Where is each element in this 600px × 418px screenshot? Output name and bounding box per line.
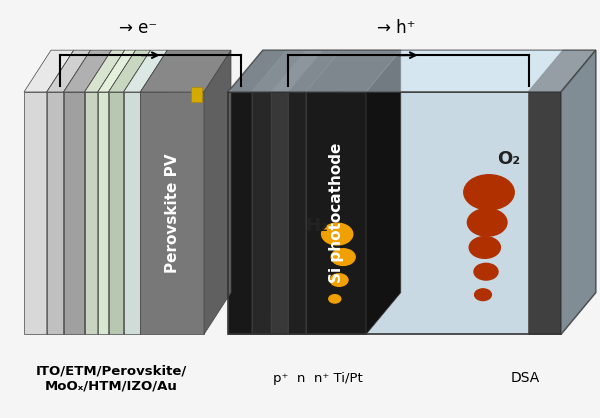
- Polygon shape: [288, 50, 323, 334]
- Text: DSA: DSA: [511, 371, 539, 385]
- Polygon shape: [109, 50, 136, 334]
- Polygon shape: [366, 50, 401, 334]
- Polygon shape: [47, 50, 91, 92]
- FancyBboxPatch shape: [191, 87, 202, 102]
- Polygon shape: [98, 50, 125, 334]
- Polygon shape: [252, 92, 271, 334]
- Circle shape: [331, 249, 355, 265]
- Circle shape: [475, 289, 491, 301]
- Text: Si photocathode: Si photocathode: [329, 143, 344, 283]
- Polygon shape: [271, 50, 306, 334]
- Polygon shape: [24, 92, 47, 334]
- Polygon shape: [528, 92, 561, 334]
- Polygon shape: [561, 50, 596, 334]
- Polygon shape: [528, 50, 596, 92]
- Polygon shape: [228, 50, 596, 92]
- Circle shape: [474, 263, 498, 280]
- Text: p⁺  n  n⁺ Ti/Pt: p⁺ n n⁺ Ti/Pt: [273, 372, 363, 385]
- Polygon shape: [271, 50, 323, 92]
- Circle shape: [322, 223, 353, 245]
- Circle shape: [469, 237, 500, 258]
- Polygon shape: [288, 92, 306, 334]
- Polygon shape: [140, 92, 204, 334]
- Polygon shape: [204, 50, 231, 334]
- Polygon shape: [47, 50, 74, 334]
- Polygon shape: [109, 50, 151, 92]
- Polygon shape: [228, 50, 287, 92]
- Polygon shape: [288, 50, 341, 92]
- Text: H₂: H₂: [305, 217, 328, 235]
- Polygon shape: [306, 92, 366, 334]
- Polygon shape: [252, 50, 306, 92]
- Polygon shape: [109, 92, 124, 334]
- Text: Perovskite PV: Perovskite PV: [164, 153, 180, 273]
- Text: O₂: O₂: [497, 150, 520, 168]
- Polygon shape: [98, 50, 136, 92]
- Polygon shape: [271, 92, 288, 334]
- Circle shape: [330, 274, 348, 286]
- Polygon shape: [24, 50, 74, 92]
- Polygon shape: [47, 92, 64, 334]
- Circle shape: [467, 209, 507, 236]
- Polygon shape: [228, 92, 252, 334]
- Polygon shape: [252, 50, 287, 334]
- Polygon shape: [306, 50, 341, 334]
- Polygon shape: [64, 50, 91, 334]
- Polygon shape: [124, 50, 167, 92]
- Polygon shape: [366, 92, 528, 334]
- Polygon shape: [561, 50, 596, 334]
- Circle shape: [329, 295, 341, 303]
- Polygon shape: [124, 92, 140, 334]
- Polygon shape: [98, 92, 109, 334]
- Polygon shape: [64, 50, 112, 92]
- Polygon shape: [85, 50, 112, 334]
- Polygon shape: [140, 50, 167, 334]
- Polygon shape: [85, 92, 98, 334]
- Text: ITO/ETM/Perovskite/
MoOₓ/HTM/IZO/Au: ITO/ETM/Perovskite/ MoOₓ/HTM/IZO/Au: [35, 364, 187, 392]
- Polygon shape: [306, 50, 401, 92]
- Polygon shape: [366, 50, 563, 92]
- Polygon shape: [85, 50, 125, 92]
- Circle shape: [464, 175, 514, 210]
- Polygon shape: [140, 50, 231, 92]
- Text: → e⁻: → e⁻: [119, 19, 157, 37]
- Text: → h⁺: → h⁺: [377, 19, 415, 37]
- Polygon shape: [124, 50, 151, 334]
- Polygon shape: [64, 92, 85, 334]
